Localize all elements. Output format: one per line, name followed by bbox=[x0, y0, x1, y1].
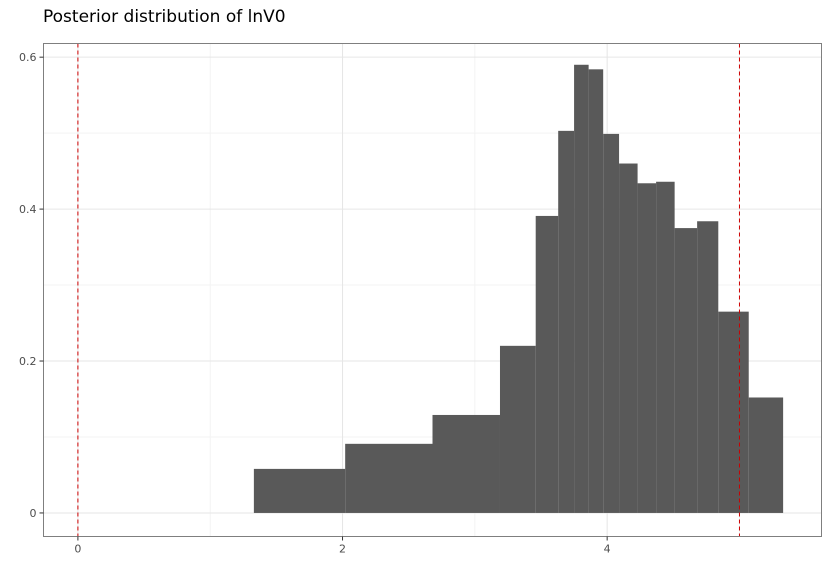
histogram-bar-5 bbox=[558, 130, 575, 513]
histogram-bar-0 bbox=[253, 468, 346, 513]
histogram-bar-6 bbox=[574, 64, 589, 513]
histogram-bar-13 bbox=[697, 221, 719, 513]
x-tick-label-0: 0 bbox=[74, 543, 81, 556]
histogram-bar-8 bbox=[603, 133, 620, 513]
y-tick-label-1: 0.2 bbox=[19, 355, 37, 368]
histogram-bar-14 bbox=[718, 311, 749, 513]
histogram-bar-4 bbox=[535, 215, 559, 513]
x-tick-label-1: 2 bbox=[339, 543, 346, 556]
histogram-bar-1 bbox=[345, 443, 433, 513]
y-tick-label-2: 0.4 bbox=[19, 203, 37, 216]
y-tick-label-0: 0 bbox=[30, 507, 37, 520]
histogram-bar-7 bbox=[588, 69, 604, 513]
y-tick-label-3: 0.6 bbox=[19, 51, 37, 64]
histogram-bar-15 bbox=[748, 397, 784, 513]
histogram-bar-12 bbox=[674, 228, 698, 513]
panel-border bbox=[43, 43, 822, 537]
histogram-bar-11 bbox=[656, 181, 675, 513]
x-tick-label-2: 4 bbox=[604, 543, 611, 556]
y-axis: 0 0.2 0.4 0.6 bbox=[19, 51, 44, 520]
x-axis: 0 2 4 bbox=[74, 536, 611, 556]
histogram-bar-10 bbox=[637, 183, 657, 513]
chart-title: Posterior distribution of lnV0 bbox=[43, 7, 286, 27]
histogram-bar-9 bbox=[619, 163, 638, 513]
reference-lines bbox=[77, 43, 740, 537]
histogram-bars bbox=[253, 64, 784, 513]
histogram-bar-2 bbox=[432, 414, 500, 513]
histogram-bar-3 bbox=[499, 345, 536, 513]
